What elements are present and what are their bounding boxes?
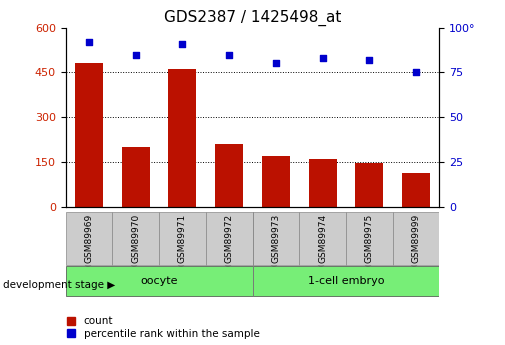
Bar — [346, 212, 393, 265]
Text: oocyte: oocyte — [140, 276, 178, 286]
Bar — [159, 212, 206, 265]
Point — [412, 70, 420, 75]
Bar — [75, 63, 103, 207]
Point — [225, 52, 233, 57]
Point — [178, 41, 186, 47]
Text: 1-cell embryo: 1-cell embryo — [308, 276, 384, 286]
Bar — [169, 69, 196, 207]
Bar — [299, 212, 346, 265]
Bar — [215, 144, 243, 207]
Text: GSM89971: GSM89971 — [178, 214, 187, 263]
Text: GSM89973: GSM89973 — [271, 214, 280, 263]
Text: GSM89974: GSM89974 — [318, 214, 327, 263]
Point — [272, 61, 280, 66]
Bar — [309, 159, 337, 207]
Bar — [393, 212, 439, 265]
Point — [365, 57, 373, 63]
Text: GSM89970: GSM89970 — [131, 214, 140, 263]
Point — [85, 39, 93, 45]
Bar — [122, 147, 150, 207]
Legend: count, percentile rank within the sample: count, percentile rank within the sample — [66, 315, 261, 340]
Bar — [252, 266, 439, 296]
Text: GSM89972: GSM89972 — [225, 214, 234, 263]
Point — [132, 52, 140, 57]
Bar — [402, 172, 430, 207]
Bar — [66, 212, 113, 265]
Title: GDS2387 / 1425498_at: GDS2387 / 1425498_at — [164, 10, 341, 26]
Text: GSM89999: GSM89999 — [412, 214, 421, 263]
Bar — [206, 212, 252, 265]
Bar — [252, 212, 299, 265]
Text: development stage ▶: development stage ▶ — [3, 280, 115, 289]
Bar — [66, 266, 252, 296]
Text: GSM89969: GSM89969 — [84, 214, 93, 263]
Bar — [113, 212, 159, 265]
Text: GSM89975: GSM89975 — [365, 214, 374, 263]
Bar — [262, 156, 290, 207]
Point — [319, 55, 327, 61]
Bar — [356, 163, 383, 207]
